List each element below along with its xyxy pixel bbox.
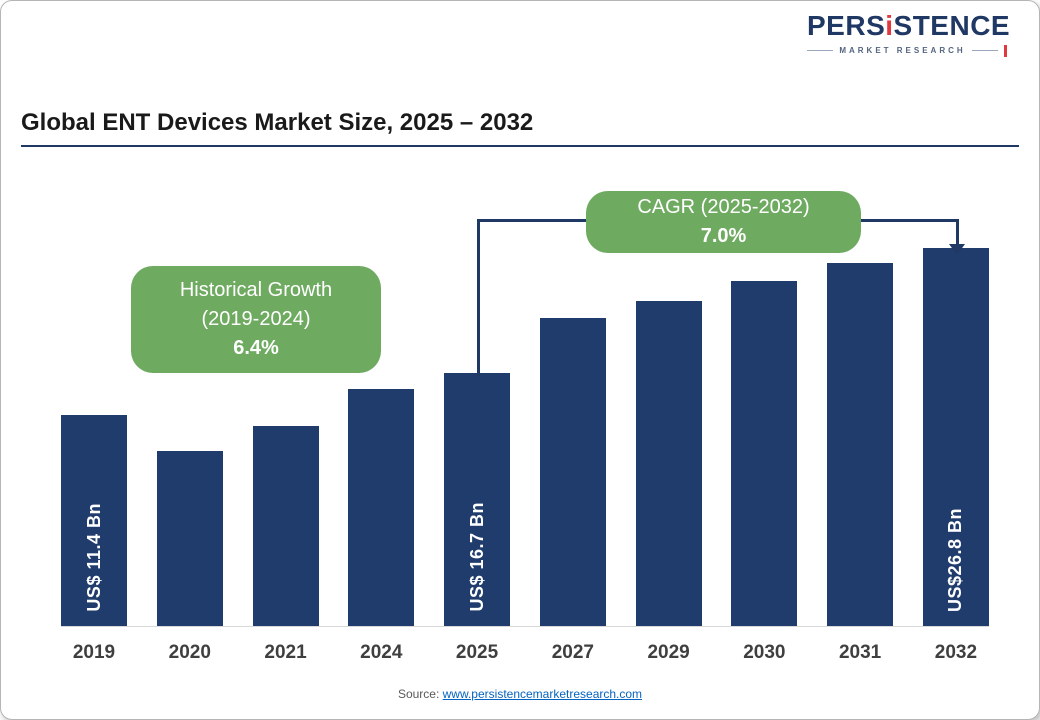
x-axis-label-2030: 2030 xyxy=(743,642,786,663)
bar-2032: US$26.8 Bn xyxy=(922,248,989,626)
bar-2027 xyxy=(539,318,606,626)
x-axis-label-2021: 2021 xyxy=(264,642,307,663)
title-divider xyxy=(21,145,1019,147)
bar-2029 xyxy=(635,301,702,626)
bar-2020 xyxy=(156,451,223,626)
bar-2021 xyxy=(252,426,319,626)
bracket-arrowhead-icon xyxy=(949,244,965,255)
x-axis-label-2031: 2031 xyxy=(838,642,882,663)
page-title: Global ENT Devices Market Size, 2025 – 2… xyxy=(21,109,534,136)
bar-2019: US$ 11.4 Bn xyxy=(61,415,127,626)
historical-growth-line2: (2019-2024) xyxy=(201,308,311,330)
logo-brand-red-i: i xyxy=(885,10,894,41)
bracket-line-left xyxy=(477,219,480,376)
bar-chart: US$ 11.4 Bn US$ 16.7 Bn US$26.8 Bn 2019 202… xyxy=(61,171,989,664)
historical-growth-line1: Historical Growth xyxy=(179,279,333,301)
x-axis-label-2019: 2019 xyxy=(72,642,116,663)
bar-value-label-2025: US$ 16.7 Bn xyxy=(466,502,487,612)
logo-brand-part1: PERS xyxy=(807,10,886,41)
bar-value-label-2032: US$26.8 Bn xyxy=(945,507,966,612)
x-axis-label-2024: 2024 xyxy=(360,642,403,663)
cagr-value: 7.0% xyxy=(700,225,747,247)
x-axis-label-2029: 2029 xyxy=(647,642,690,663)
historical-growth-callout: Historical Growth (2019-2024) 6.4% xyxy=(131,266,381,373)
logo-tagline-row: MARKET RESEARCH xyxy=(807,44,1007,57)
source-prefix: Source: xyxy=(397,687,440,701)
logo-rule-right xyxy=(971,50,998,52)
persistence-logo: PERSiSTENCE MARKET RESEARCH xyxy=(807,10,1010,57)
x-axis-label-2032: 2032 xyxy=(934,642,978,663)
source-line: Source: www.persistencemarketresearch.co… xyxy=(1,687,1039,701)
logo-brand-text: PERSiSTENCE xyxy=(807,10,1010,42)
logo-tagline: MARKET RESEARCH xyxy=(839,46,966,56)
bars-row: US$ 11.4 Bn US$ 16.7 Bn US$26.8 Bn xyxy=(61,224,989,627)
cagr-callout: CAGR (2025-2032) 7.0% xyxy=(586,191,861,253)
historical-growth-value: 6.4% xyxy=(233,337,279,359)
bar-2031 xyxy=(827,263,894,626)
bracket-line-right xyxy=(956,219,959,245)
x-axis-label-2027: 2027 xyxy=(551,642,594,663)
source-link[interactable]: www.persistencemarketresearch.com xyxy=(442,687,643,701)
x-axis-label-2025: 2025 xyxy=(455,642,499,663)
bar-2025: US$ 16.7 Bn xyxy=(444,373,511,626)
x-axis-label-2020: 2020 xyxy=(168,642,211,663)
bar-2030 xyxy=(731,281,798,626)
logo-brand-part2: STENCE xyxy=(893,10,1011,41)
logo-red-tick xyxy=(1004,44,1007,57)
xaxis-labels: 2019 2020 2021 2024 2025 2027 2029 2030 2031 2032 xyxy=(61,642,989,664)
cagr-line1: CAGR (2025-2032) xyxy=(637,196,810,218)
bar-value-label-2019: US$ 11.4 Bn xyxy=(83,503,104,612)
bar-2024 xyxy=(348,389,415,626)
logo-rule-left xyxy=(807,50,834,52)
